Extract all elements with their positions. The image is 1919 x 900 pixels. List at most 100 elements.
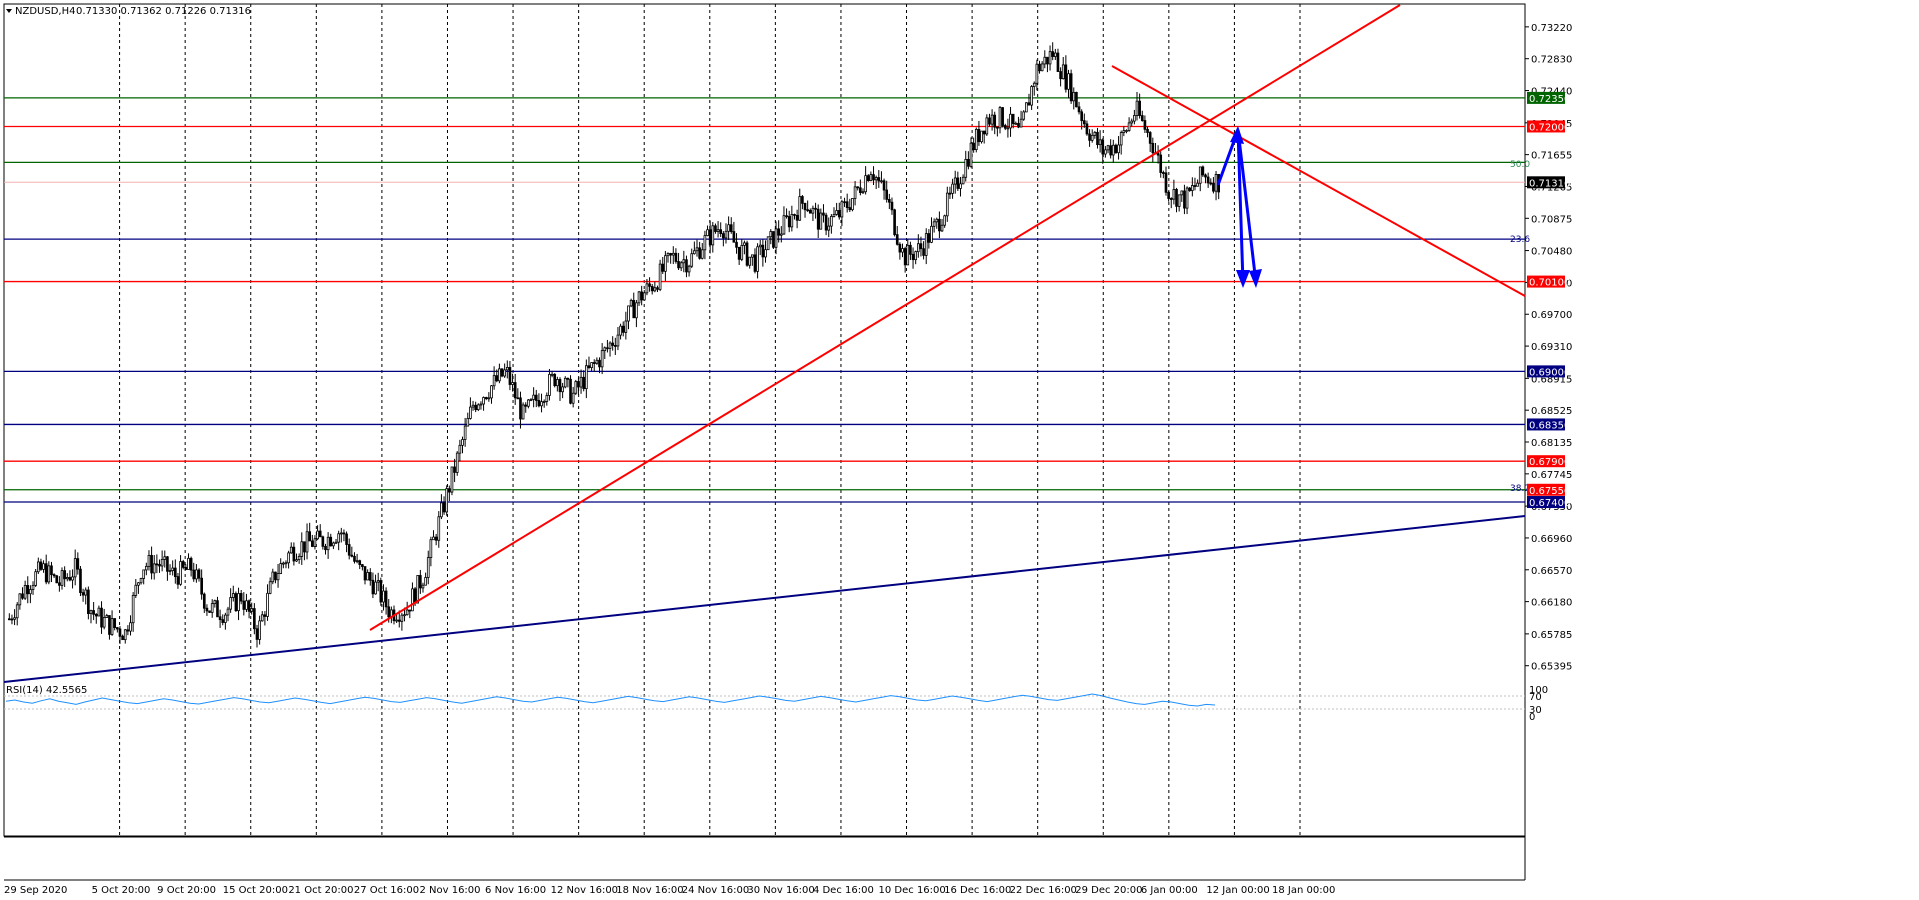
candle-body	[476, 404, 480, 411]
candle-body	[1075, 91, 1078, 108]
candle-body	[73, 558, 77, 578]
candle-body	[924, 233, 928, 256]
candle-body	[376, 580, 380, 583]
candle-body	[337, 533, 340, 543]
rsi-level-30-label: 30	[1529, 705, 1542, 716]
candle-body	[943, 215, 946, 226]
candle-body	[184, 566, 188, 570]
candle-body	[197, 569, 201, 579]
candle-body	[571, 392, 575, 404]
candle-body	[811, 207, 815, 214]
projection-arrow-path[interactable]	[1216, 129, 1258, 284]
candle-body	[1025, 102, 1028, 113]
fib-label-50: 50.0	[1510, 160, 1530, 170]
ascending-red-trendline[interactable]	[369, 4, 1401, 631]
long-term-blue-trendline[interactable]	[3, 515, 1526, 683]
candle-body	[253, 608, 256, 630]
candle-body	[326, 536, 330, 551]
candle-body	[911, 253, 915, 261]
candle-body	[163, 556, 167, 560]
candle-body	[358, 560, 362, 566]
candle-body	[218, 616, 222, 621]
candle-body	[1038, 63, 1041, 72]
candle-body	[332, 542, 335, 547]
candle-body	[616, 334, 620, 347]
candle-body	[1104, 149, 1107, 155]
candle-body	[400, 614, 404, 622]
candle-body	[648, 283, 651, 287]
candle-body	[945, 192, 949, 217]
candle-body	[1188, 187, 1192, 191]
candle-body	[764, 249, 767, 258]
candle-body	[1167, 191, 1170, 199]
candle-body	[81, 592, 85, 596]
candle-body	[134, 584, 138, 596]
candle-body	[345, 533, 348, 545]
time-tick-label: 6 Jan 00:00	[1141, 885, 1198, 896]
candle-body	[450, 466, 454, 493]
rsi-level-0-label: 0	[1529, 712, 1535, 723]
candlesticks	[7, 42, 1221, 648]
candle-body	[442, 502, 446, 513]
time-tick-label: 16 Dec 16:00	[944, 885, 1011, 896]
candle-body	[426, 557, 430, 578]
candle-body	[205, 607, 209, 612]
candle-body	[1177, 194, 1181, 207]
price-tick-label: 0.66960	[1531, 534, 1572, 545]
candle-body	[1214, 173, 1218, 192]
candle-body	[1093, 131, 1097, 136]
candle-body	[1191, 185, 1194, 191]
candle-body	[202, 593, 206, 609]
price-badge-label: 0.67400	[1529, 498, 1570, 509]
candle-body	[888, 198, 891, 203]
candle-body	[819, 212, 823, 230]
candle-body	[1046, 56, 1049, 65]
candle-body	[980, 130, 983, 143]
candle-body	[1054, 52, 1057, 57]
candle-body	[996, 126, 999, 129]
candle-body	[329, 536, 333, 547]
candle-body	[137, 582, 140, 586]
candle-body	[266, 592, 269, 617]
candle-body	[1169, 198, 1173, 200]
candle-body	[150, 554, 153, 574]
candle-body	[956, 177, 960, 189]
descending-red-trendline[interactable]	[1111, 65, 1526, 297]
time-tick-label: 29 Dec 20:00	[1075, 885, 1142, 896]
main-pane-frame	[3, 3, 1526, 837]
candle-body	[666, 253, 670, 257]
candle-body	[97, 607, 101, 617]
candle-body	[893, 209, 896, 236]
candle-body	[682, 259, 686, 264]
candle-body	[961, 176, 965, 185]
time-tick-label: 18 Nov 16:00	[616, 885, 683, 896]
candle-body	[806, 209, 809, 212]
price-axis: 0.732200.728300.724400.720450.716550.712…	[1525, 23, 1572, 673]
projection-arrow-path-2[interactable]	[1236, 129, 1245, 284]
candle-body	[342, 532, 346, 535]
candle-body	[310, 540, 314, 547]
candle-body	[685, 259, 688, 273]
candle-body	[374, 581, 377, 595]
candle-body	[621, 325, 625, 333]
rsi-label: RSI(14) 42.5565	[6, 685, 87, 696]
candle-body	[1148, 132, 1152, 144]
candle-body	[592, 362, 596, 364]
candle-body	[1064, 64, 1068, 90]
candle-body	[419, 575, 422, 589]
candle-body	[1059, 71, 1062, 80]
candle-body	[411, 588, 414, 612]
candle-body	[693, 250, 696, 255]
candle-body	[263, 614, 267, 617]
candle-body	[79, 568, 82, 593]
candle-body	[498, 368, 501, 382]
candle-body	[242, 600, 246, 610]
candle-body	[379, 580, 383, 603]
price-badge-label: 0.72350	[1529, 94, 1570, 105]
candle-body	[55, 575, 59, 584]
candle-body	[793, 214, 796, 216]
candle-body	[1209, 182, 1213, 185]
candle-body	[566, 377, 570, 380]
collapse-arrow-icon[interactable]	[6, 9, 12, 13]
